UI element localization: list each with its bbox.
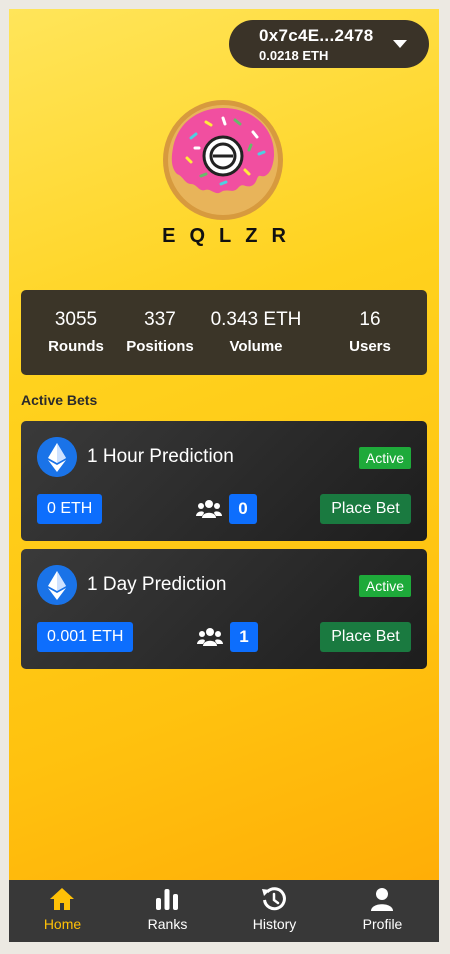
participants-count: 1	[230, 622, 258, 652]
stat-users: 16 Users	[320, 308, 420, 356]
stat-label: Volume	[229, 338, 283, 355]
nav-label: Home	[43, 916, 82, 932]
stat-positions: 337 Positions	[110, 308, 210, 356]
history-icon	[262, 887, 286, 911]
stat-value: 3055	[54, 309, 98, 330]
donut-logo-icon	[163, 100, 283, 220]
stats-panel: 3055 Rounds 337 Positions 0.343 ETH Volu…	[21, 290, 427, 375]
nav-item-history[interactable]: History	[221, 880, 328, 942]
stat-label: Rounds	[48, 338, 104, 355]
bet-card-1-day[interactable]: 1 Day Prediction Active 0.001 ETH 1 Plac…	[21, 549, 427, 669]
bar-chart-icon	[156, 889, 178, 910]
nav-label: Profile	[362, 916, 403, 932]
section-title-active-bets: Active Bets	[21, 392, 98, 408]
nav-label: History	[252, 916, 297, 932]
stat-value: 337	[144, 309, 176, 330]
chevron-down-icon[interactable]	[393, 40, 407, 48]
bet-title: 1 Day Prediction	[87, 574, 227, 595]
stat-label: Users	[349, 338, 391, 355]
wallet-balance: 0.0218 ETH	[259, 48, 329, 63]
home-icon	[50, 888, 74, 910]
bottom-nav: Home Ranks History Profile	[9, 880, 439, 942]
app-screen: 0x7c4E...2478 0.0218 ETH EQLZR 30	[9, 9, 439, 942]
bet-title: 1 Hour Prediction	[87, 446, 234, 467]
stat-volume: 0.343 ETH Volume	[206, 308, 306, 356]
nav-item-home[interactable]: Home	[9, 880, 116, 942]
ethereum-icon	[37, 565, 77, 605]
users-icon	[196, 500, 222, 518]
bet-card-1-hour[interactable]: 1 Hour Prediction Active 0 ETH 0 Place B…	[21, 421, 427, 541]
brand-name: EQLZR	[162, 225, 300, 247]
place-bet-button[interactable]: Place Bet	[320, 494, 411, 524]
status-badge: Active	[358, 575, 411, 597]
stat-rounds: 3055 Rounds	[26, 308, 126, 356]
bet-amount: 0.001 ETH	[37, 622, 134, 652]
bet-amount: 0 ETH	[37, 494, 103, 524]
stat-value: 0.343 ETH	[210, 309, 302, 330]
wallet-address: 0x7c4E...2478	[259, 26, 374, 45]
users-icon	[197, 628, 223, 646]
ethereum-icon	[37, 437, 77, 477]
nav-item-profile[interactable]: Profile	[329, 880, 436, 942]
place-bet-button[interactable]: Place Bet	[320, 622, 411, 652]
nav-label: Ranks	[147, 916, 188, 932]
status-badge: Active	[358, 447, 411, 469]
stat-label: Positions	[126, 338, 194, 355]
wallet-button[interactable]: 0x7c4E...2478 0.0218 ETH	[229, 20, 429, 68]
stat-value: 16	[359, 309, 381, 330]
participants-count: 0	[229, 494, 257, 524]
user-icon	[371, 888, 393, 911]
nav-item-ranks[interactable]: Ranks	[114, 880, 221, 942]
